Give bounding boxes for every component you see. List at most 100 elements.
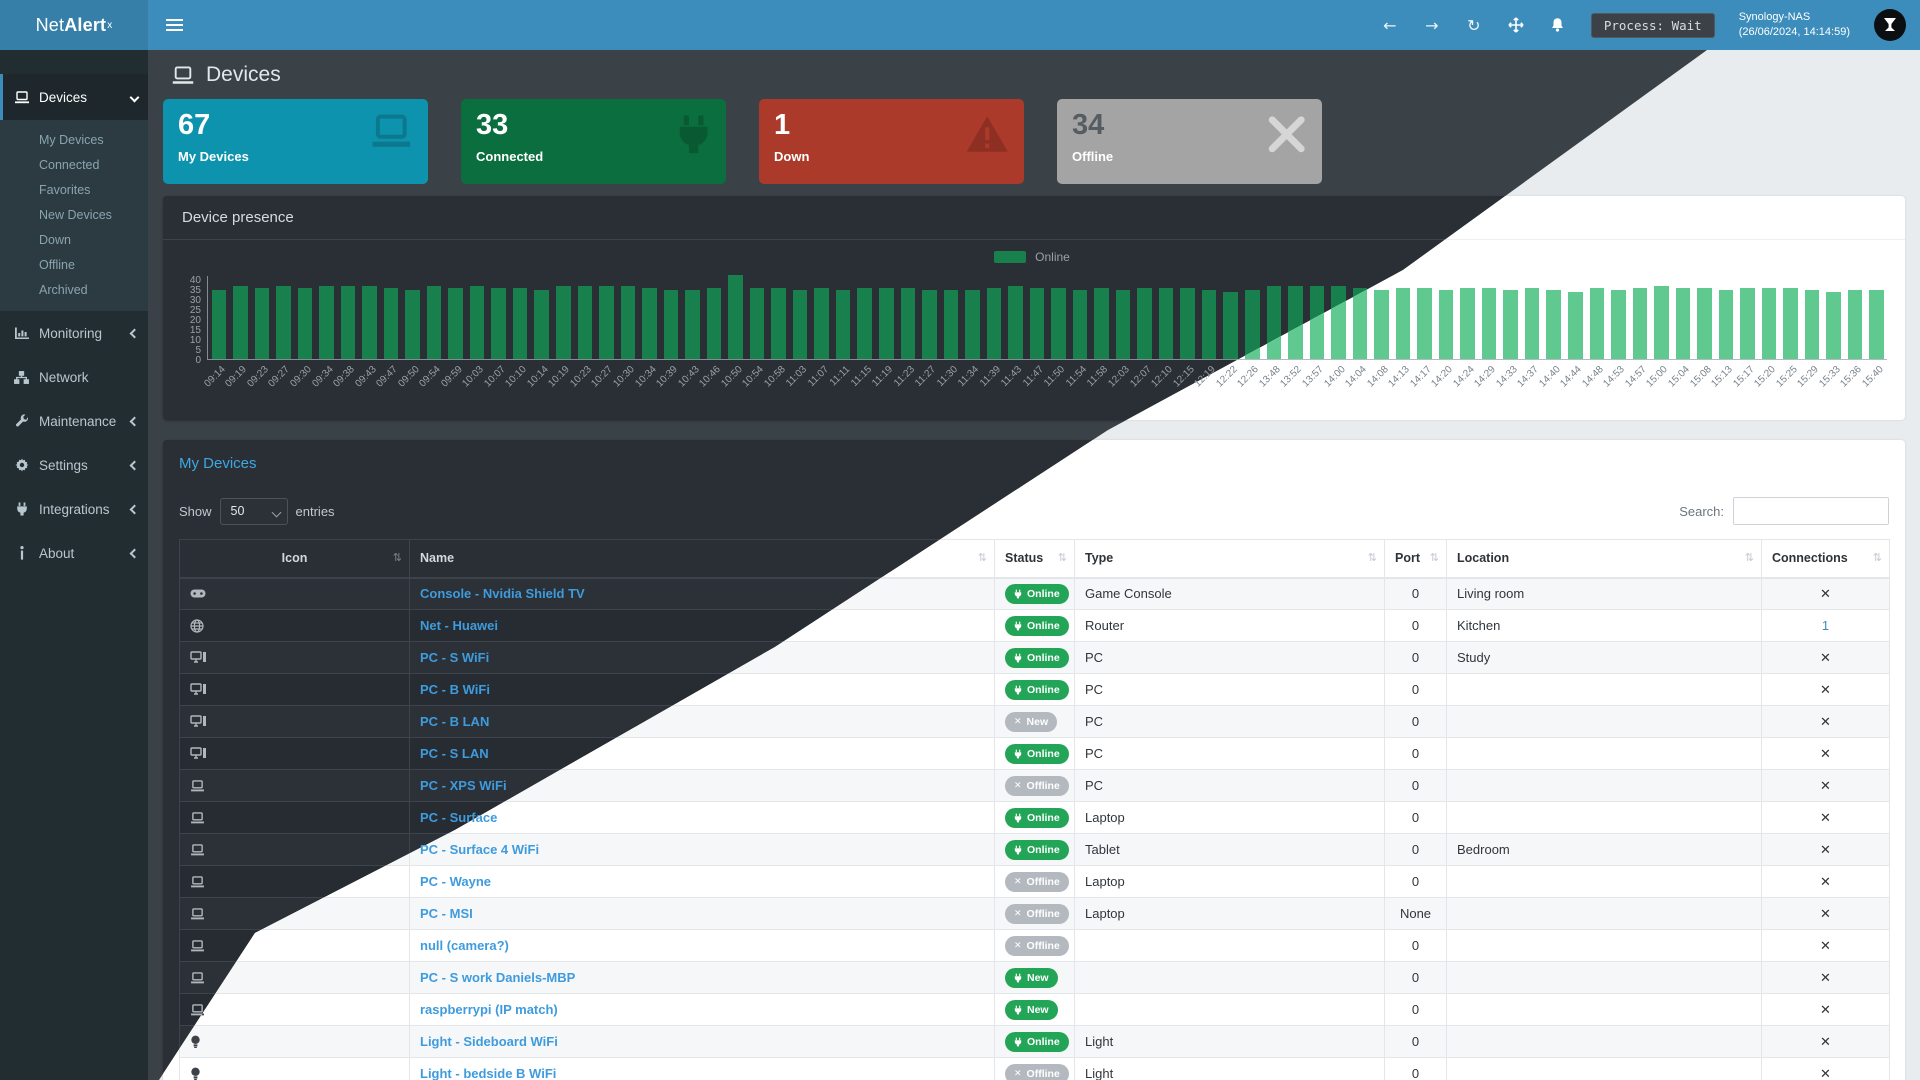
forward-arrow-icon[interactable]: → xyxy=(1425,15,1439,35)
sidebar-subitem-favorites[interactable]: Favorites xyxy=(39,182,91,197)
plug-icon xyxy=(676,114,711,155)
sidebar-item-network[interactable]: Network xyxy=(0,355,148,399)
device-type: Game Console xyxy=(1074,577,1385,610)
sidebar-subitem-connected[interactable]: Connected xyxy=(39,157,100,172)
chart-bar xyxy=(749,287,765,359)
device-name-link[interactable]: PC - B LAN xyxy=(420,714,490,729)
x-tick-label: 12:03 xyxy=(1106,364,1133,390)
device-name-link[interactable]: PC - B WiFi xyxy=(420,682,490,697)
sort-icon: ⇅ xyxy=(392,551,402,564)
sidebar-subitem-archived[interactable]: Archived xyxy=(39,282,88,297)
back-arrow-icon[interactable]: ← xyxy=(1383,15,1397,35)
x-tick-label: 14:13 xyxy=(1386,364,1412,390)
bell-icon[interactable] xyxy=(1549,17,1567,33)
avatar[interactable] xyxy=(1874,9,1906,41)
device-type: Laptop xyxy=(1074,897,1385,930)
chart-legend[interactable]: Online xyxy=(177,250,1887,264)
device-name-link[interactable]: Console - Nvidia Shield TV xyxy=(420,586,585,602)
chart-bar xyxy=(814,287,829,359)
column-header-location[interactable]: Location⇅ xyxy=(1446,539,1762,579)
device-name-link[interactable]: PC - XPS WiFi xyxy=(420,778,507,793)
sidebar-main-items: Monitoring Network Maintenance Settings Inte… xyxy=(0,311,148,575)
device-name-link[interactable]: Net - Huawei xyxy=(420,618,499,633)
device-name-link[interactable]: PC - S work Daniels-MBP xyxy=(420,970,576,985)
x-tick-label: 09:43 xyxy=(352,364,379,390)
sidebar-subitem-new-devices[interactable]: New Devices xyxy=(39,207,112,222)
connections-link[interactable]: 1 xyxy=(1821,618,1830,633)
x-tick-label: 09:34 xyxy=(309,364,336,390)
x-tick-label: 13:52 xyxy=(1278,364,1305,390)
chart-bar xyxy=(1115,289,1131,359)
chart-bar xyxy=(663,289,679,359)
column-header-status[interactable]: Status⇅ xyxy=(994,539,1075,579)
column-header-port[interactable]: Port⇅ xyxy=(1384,539,1447,579)
app-logo[interactable]: Net Alert x xyxy=(0,0,148,50)
device-name-link[interactable]: PC - S LAN xyxy=(420,746,489,761)
x-tick-label: 11:34 xyxy=(956,364,982,389)
chart-bar xyxy=(362,285,377,359)
chart-bar xyxy=(986,287,1002,359)
sidebar-item-about[interactable]: About xyxy=(0,531,148,575)
chart-bar xyxy=(254,287,270,359)
device-connections: ✕ xyxy=(1761,737,1890,770)
device-name-link[interactable]: Light - bedside B WiFi xyxy=(420,1066,557,1080)
table-row: raspberrypi (IP match) New 0 ✕ xyxy=(179,993,1890,1026)
search-input[interactable] xyxy=(1733,497,1889,525)
chart-bar xyxy=(1804,289,1820,359)
x-tick-label: 11:19 xyxy=(870,364,896,389)
page-size-select[interactable]: 50 xyxy=(219,497,288,525)
x-tick-label: 14:00 xyxy=(1321,364,1348,390)
chart-bar xyxy=(1847,289,1863,359)
no-connections-mark: ✕ xyxy=(1820,1033,1831,1049)
chart-bar xyxy=(1869,289,1884,359)
sidebar-item-integrations[interactable]: Integrations xyxy=(0,487,148,531)
device-name-link[interactable]: PC - Wayne xyxy=(420,874,492,889)
column-header-icon[interactable]: Icon⇅ xyxy=(179,539,410,579)
x-tick-label: 10:58 xyxy=(762,364,788,390)
chart-bar xyxy=(1611,289,1626,359)
x-tick-label: 10:43 xyxy=(675,364,702,390)
sidebar-item-maintenance[interactable]: Maintenance xyxy=(0,399,148,443)
device-name-link[interactable]: raspberrypi (IP match) xyxy=(420,1002,558,1017)
chevron-down-icon xyxy=(129,92,140,102)
column-header-type[interactable]: Type⇅ xyxy=(1074,539,1385,579)
sort-icon: ⇅ xyxy=(1744,551,1754,564)
column-header-connections[interactable]: Connections⇅ xyxy=(1761,539,1890,579)
chart-icon xyxy=(14,327,29,340)
sidebar-item-settings[interactable]: Settings xyxy=(0,443,148,487)
move-fullscreen-icon[interactable] xyxy=(1507,17,1525,33)
device-port: 0 xyxy=(1384,769,1447,802)
x-tick-label: 10:54 xyxy=(740,364,766,390)
device-name-link[interactable]: null (camera?) xyxy=(420,938,509,953)
device-name-link[interactable]: PC - S WiFi xyxy=(420,650,490,665)
status-badge: Online xyxy=(1005,583,1069,604)
laptop-icon xyxy=(190,1003,399,1016)
sidebar-toggle-icon[interactable] xyxy=(148,0,201,50)
device-type xyxy=(1074,961,1385,994)
sidebar-item-devices[interactable]: Devices xyxy=(0,74,148,120)
device-name-link[interactable]: PC - MSI xyxy=(420,906,473,921)
desktop-icon xyxy=(190,683,399,696)
device-name-link[interactable]: Light - Sideboard WiFi xyxy=(420,1034,558,1049)
chart-bar xyxy=(577,285,593,359)
chart-bar xyxy=(642,287,657,359)
device-port: 0 xyxy=(1384,705,1447,738)
content-area: Devices 67 My Devices 33 Connected 1 Down 34 Of… xyxy=(148,50,1920,1080)
no-connections-mark: ✕ xyxy=(1820,841,1831,857)
x-tick-label: 15:17 xyxy=(1730,364,1757,390)
device-name-link[interactable]: PC - Surface 4 WiFi xyxy=(420,842,540,857)
refresh-icon[interactable]: ↻ xyxy=(1467,15,1481,35)
sidebar-subitem-offline[interactable]: Offline xyxy=(39,257,75,272)
sidebar-subitem-my-devices[interactable]: My Devices xyxy=(39,132,104,147)
x-tick-label: 11:47 xyxy=(1020,364,1046,389)
no-connections-mark: ✕ xyxy=(1820,649,1831,665)
sidebar-subitem-down[interactable]: Down xyxy=(39,232,71,247)
sidebar-item-monitoring[interactable]: Monitoring xyxy=(0,311,148,355)
device-connections: ✕ xyxy=(1761,865,1890,898)
device-location xyxy=(1446,929,1762,962)
x-icon: ✕ xyxy=(1014,940,1022,951)
